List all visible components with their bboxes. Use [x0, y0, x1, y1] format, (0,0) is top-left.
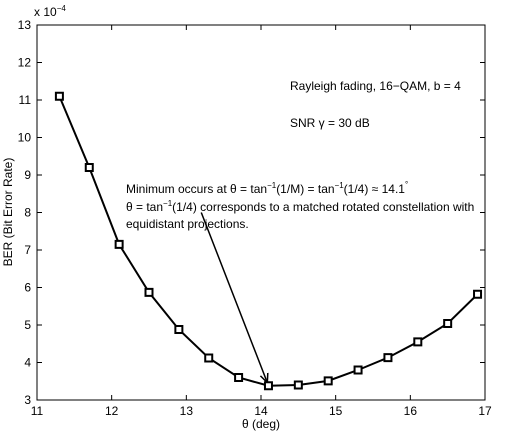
y-tick-label: 8 — [24, 206, 31, 220]
minimum-arrow — [200, 212, 267, 382]
data-point-marker — [413, 337, 423, 347]
data-point-marker — [323, 376, 333, 386]
x-tick-label: 15 — [329, 404, 343, 418]
y-tick-label: 13 — [18, 18, 32, 32]
minimum-annotation-line1: Minimum occurs at θ = tan−1(1/M) = tan−1… — [126, 180, 408, 196]
ber-series-markers — [54, 91, 483, 391]
y-tick-label: 10 — [18, 131, 32, 145]
data-point-marker — [353, 365, 363, 375]
x-tick-label: 17 — [478, 404, 492, 418]
y-axis-multiplier: x 10−4 — [34, 4, 66, 19]
y-axis-label: BER (Bit Error Rate) — [1, 158, 15, 267]
setup-annotation-line2: SNR γ = 30 dB — [290, 116, 370, 130]
y-tick-label: 9 — [24, 168, 31, 182]
data-point-marker — [473, 289, 483, 299]
plot-area — [36, 24, 486, 401]
x-tick-label: 13 — [180, 404, 194, 418]
x-tick-label: 16 — [404, 404, 418, 418]
y-tick-label: 6 — [24, 281, 31, 295]
x-axis-label: θ (deg) — [242, 417, 280, 431]
y-tick-label: 5 — [24, 318, 31, 332]
data-point-marker — [204, 353, 214, 363]
data-point-marker — [263, 381, 273, 391]
data-point-marker — [54, 91, 64, 101]
x-tick-label: 11 — [31, 404, 44, 418]
y-tick-label: 4 — [24, 356, 31, 370]
x-axis-ticks: 11 12 13 14 15 16 17 — [31, 25, 492, 418]
y-tick-label: 11 — [19, 93, 32, 107]
data-point-marker — [293, 380, 303, 390]
setup-annotation-line1: Rayleigh fading, 16−QAM, b = 4 — [290, 79, 461, 93]
data-point-marker — [234, 373, 244, 382]
minimum-annotation-line2: θ = tan−1(1/4) corresponds to a matched … — [126, 199, 474, 214]
data-point-marker — [383, 353, 393, 363]
y-axis-multiplier-exponent: −4 — [57, 4, 67, 13]
data-point-marker — [443, 319, 453, 328]
y-axis-ticks: 3 4 5 6 7 8 9 10 11 12 13 — [18, 18, 485, 407]
data-point-marker — [144, 287, 154, 297]
x-tick-label: 14 — [254, 404, 268, 418]
y-tick-label: 12 — [18, 56, 32, 70]
data-point-marker — [174, 325, 184, 334]
data-point-marker — [114, 239, 124, 249]
minimum-annotation-line3: equidistant projections. — [126, 217, 249, 231]
y-tick-label: 7 — [24, 243, 31, 257]
data-point-marker — [84, 163, 94, 172]
x-tick-label: 12 — [105, 404, 119, 418]
y-tick-label: 3 — [24, 393, 31, 407]
